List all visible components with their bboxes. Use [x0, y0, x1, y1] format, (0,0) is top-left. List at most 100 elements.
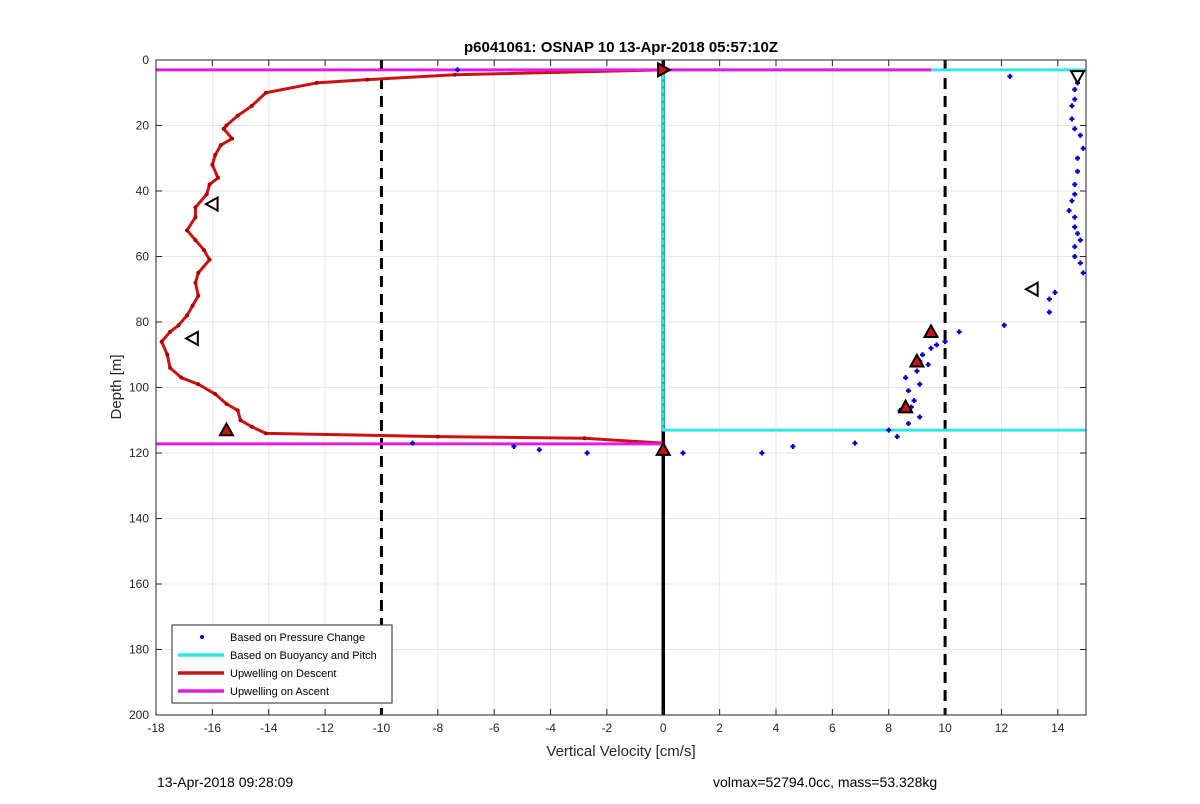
buoyancy-pitch-dot [661, 338, 665, 341]
x-tick-label: 6 [829, 721, 836, 735]
buoyancy-pitch-dot [661, 251, 665, 255]
buoyancy-pitch-dot [661, 93, 665, 97]
descent-point [213, 152, 218, 157]
buoyancy-pitch-dot [661, 323, 665, 327]
pressure-change-point [917, 414, 923, 420]
descent-point [159, 339, 164, 344]
buoyancy-pitch-dot [661, 136, 665, 140]
buoyancy-pitch-dot [661, 388, 665, 392]
pressure-change-point [1075, 155, 1081, 161]
x-tick-label: -4 [545, 721, 556, 735]
descent-point [365, 77, 370, 82]
buoyancy-pitch-dot [661, 194, 665, 197]
descent-point [196, 293, 201, 298]
marker-triangle-left [184, 330, 199, 347]
buoyancy-pitch-dot [661, 273, 665, 277]
pressure-change-point [925, 362, 931, 368]
marker-triangle-left [203, 195, 219, 213]
descent-point [314, 80, 319, 85]
pressure-change-point [1046, 296, 1052, 302]
descent-point [230, 136, 235, 141]
descent-point [224, 123, 229, 128]
pressure-change-point [1052, 290, 1058, 296]
pressure-change-point [455, 67, 461, 73]
descent-point [190, 303, 195, 308]
descent-point [176, 323, 181, 328]
legend-label: Upwelling on Descent [230, 668, 336, 680]
descent-point [185, 313, 189, 318]
pressure-change-point [511, 443, 517, 449]
pressure-change-point [905, 421, 911, 427]
descent-point [221, 126, 226, 131]
buoyancy-pitch-dot [661, 122, 665, 125]
pressure-change-point [584, 450, 590, 456]
pressure-change-point [886, 427, 892, 433]
descent-point [452, 72, 457, 77]
x-tick-label: 2 [716, 721, 723, 735]
buoyancy-pitch-dot [661, 280, 665, 284]
pressure-change-point [1072, 254, 1078, 259]
pressure-change-point [911, 398, 917, 404]
descent-point [582, 436, 587, 441]
buoyancy-pitch-dot [661, 287, 665, 291]
markers [184, 61, 1086, 456]
buoyancy-pitch-dot [661, 237, 665, 241]
descent-point [168, 365, 173, 370]
buoyancy-pitch-dot [661, 86, 665, 89]
pressure-change-point [1069, 103, 1075, 109]
buoyancy-pitch-dot [661, 79, 665, 82]
legend: Based on Pressure Change Based on Buoyanc… [171, 624, 393, 704]
y-tick-label: 40 [136, 184, 150, 198]
x-tick-label: -6 [489, 721, 500, 735]
descent-point [224, 401, 229, 406]
pressure-change-point [852, 440, 858, 446]
buoyancy-pitch-dot [661, 223, 665, 226]
y-tick-label: 80 [136, 315, 150, 329]
x-axis-label: Vertical Velocity [cm/s] [546, 743, 695, 760]
pressure-change-point [1072, 244, 1078, 250]
buoyancy-pitch-dot [661, 360, 665, 363]
y-tick-label: 200 [129, 708, 149, 722]
x-tick-label: -12 [316, 721, 334, 735]
legend-label: Upwelling on Ascent [230, 686, 329, 698]
descent-point [207, 182, 212, 187]
chart-title: p6041061: OSNAP 10 13-Apr-2018 05:57:10Z [464, 39, 778, 56]
y-tick-label: 60 [136, 250, 150, 264]
descent-point [235, 408, 240, 413]
descent-point [201, 247, 206, 252]
pressure-change-point [1072, 191, 1078, 197]
pressure-change-point [536, 447, 542, 453]
descent-point [238, 418, 243, 423]
buoyancy-pitch-dot [661, 230, 665, 233]
descent-point [193, 238, 198, 243]
buoyancy-pitch-dot [661, 165, 665, 169]
marker-triangle-left [1023, 281, 1039, 298]
pressure-change-point [1072, 86, 1078, 92]
buoyancy-pitch-dot [661, 115, 665, 118]
buoyancy-pitch-dot [661, 266, 665, 269]
buoyancy-pitch-dot [661, 396, 665, 399]
pressure-change-point [942, 339, 948, 345]
buoyancy-pitch-dot [661, 381, 665, 385]
buoyancy-pitch-dot [661, 410, 665, 414]
x-tick-label: 0 [660, 721, 667, 735]
buoyancy-pitch-dot [661, 201, 665, 205]
buoyancy-pitch-dot [661, 215, 665, 219]
marker-triangle-up [655, 441, 672, 456]
buoyancy-pitch-dot [661, 151, 665, 154]
buoyancy-pitch-dot [661, 172, 665, 176]
x-tick-label: -10 [373, 721, 391, 735]
pressure-change-point [1077, 260, 1083, 266]
buoyancy-pitch-dot [661, 143, 665, 147]
y-axis-label: Depth [m] [108, 354, 125, 419]
descent-point [168, 329, 173, 334]
x-tick-label: -16 [204, 721, 222, 735]
x-tick-label: 8 [885, 721, 892, 735]
descent-point [249, 103, 254, 108]
pressure-change-point [903, 375, 909, 381]
descent-point [193, 215, 198, 220]
buoyancy-pitch-dot [661, 302, 665, 305]
pressure-change-point [920, 352, 926, 358]
marker-triangle-down [1069, 70, 1086, 85]
